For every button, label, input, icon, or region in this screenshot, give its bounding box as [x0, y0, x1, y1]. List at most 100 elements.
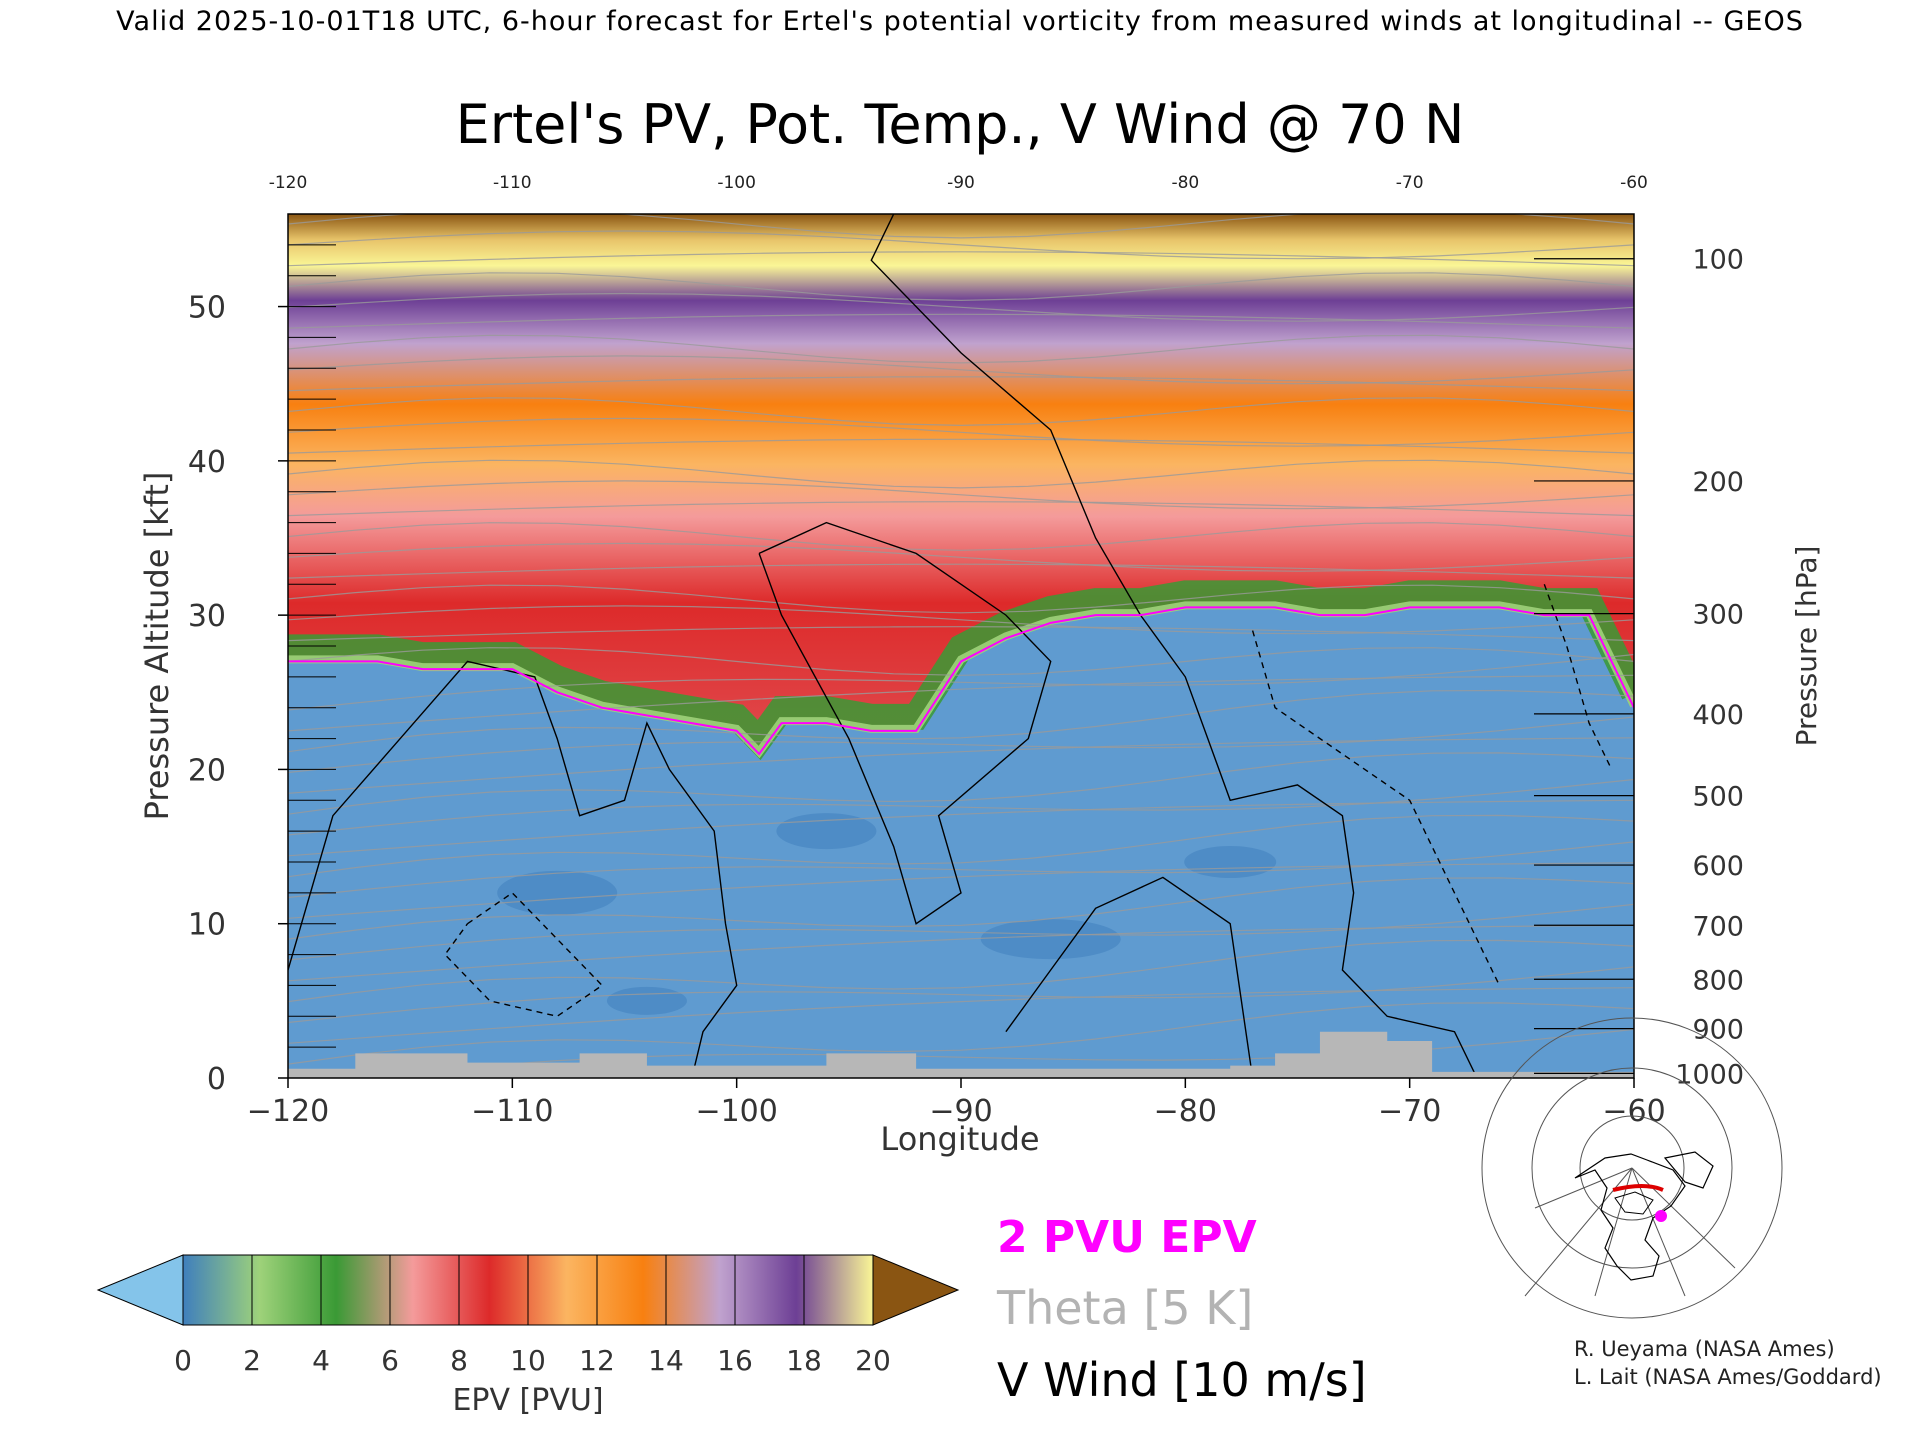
theta-contour	[288, 459, 1634, 489]
theta-contour	[288, 987, 1634, 1044]
colorbar-tick-label: 18	[786, 1344, 822, 1377]
theta-contour	[288, 716, 1634, 774]
theta-contour	[288, 251, 1634, 267]
theta-contour	[288, 939, 1634, 1003]
top-tick-label: -60	[1620, 173, 1648, 193]
theta-contour	[288, 501, 1634, 517]
troposphere-region	[288, 607, 1634, 1078]
theta-contour	[288, 438, 1634, 454]
theta-contour	[288, 737, 1634, 794]
theta-contours	[288, 214, 1634, 1078]
pv-2pvu-line	[288, 606, 1634, 756]
y-tick-label: 0	[207, 1062, 226, 1097]
axes: −120 -120 −110 -110 −100 -100 −90 -90 −80 -80 −70 -…	[188, 173, 1744, 1129]
theta-contour	[288, 230, 1634, 260]
colorbar-tick-label: 12	[579, 1344, 615, 1377]
colorbar-tick-label: 4	[312, 1344, 330, 1377]
pressure-tick-label: 900	[1692, 1015, 1744, 1046]
valid-time-line: Valid 2025-10-01T18 UTC, 6-hour forecast…	[116, 6, 1804, 37]
colorbar-tick-label: 8	[450, 1344, 468, 1377]
theta-contour	[288, 292, 1634, 322]
theta-contour	[288, 272, 1634, 302]
colorbar-under-arrow	[96, 1254, 184, 1326]
top-tick-label: -90	[947, 173, 975, 193]
vwind-contours	[288, 214, 1613, 1078]
theta-contour	[288, 334, 1634, 364]
theta-contour	[288, 814, 1634, 878]
top-tick-label: -110	[493, 173, 532, 193]
pv-light-band	[288, 601, 1634, 759]
pressure-tick-label: 300	[1692, 600, 1744, 631]
layer-legend: 2 PVU EPV Theta [5 K] V Wind [10 m/s]	[996, 1212, 1367, 1407]
theta-contour	[288, 313, 1634, 329]
x-tick-label: −70	[1378, 1094, 1441, 1129]
theta-contour	[288, 376, 1634, 392]
theta-contour	[288, 653, 1634, 711]
pv-2pvu-contour	[288, 606, 1634, 756]
plot-area	[287, 213, 1635, 1079]
vwind-contour	[1005, 876, 1254, 1078]
epv-patch	[980, 919, 1121, 960]
y-axis-label-right: Pressure [hPa]	[1790, 546, 1823, 747]
theta-contour	[288, 752, 1634, 815]
colorbar-over-arrow	[872, 1254, 960, 1326]
theta-contour	[288, 903, 1634, 961]
pressure-tick-label: 800	[1692, 965, 1744, 996]
top-tick-label: -120	[269, 173, 308, 193]
legend-vwind: V Wind [10 m/s]	[997, 1353, 1367, 1407]
theta-contour	[288, 1002, 1634, 1065]
pressure-tick-label: 100	[1692, 245, 1744, 276]
pressure-tick-label: 700	[1692, 911, 1744, 942]
theta-contour	[288, 626, 1634, 642]
epv-patch	[1184, 846, 1277, 878]
colorbar-tick-label: 20	[855, 1344, 891, 1377]
epv-patch	[497, 870, 618, 915]
x-tick-label: −110	[471, 1094, 553, 1129]
terrain-mask	[288, 1031, 1634, 1078]
colorbar-tick-label: 14	[648, 1344, 684, 1377]
theta-contour	[288, 841, 1634, 899]
x-tick-label: −90	[929, 1094, 992, 1129]
y-axis-label-left: Pressure Altitude [kft]	[138, 472, 176, 821]
theta-contour	[288, 689, 1634, 753]
vwind-contour	[288, 660, 738, 1078]
theta-contour	[288, 397, 1634, 427]
theta-contour	[288, 924, 1634, 982]
theta-contour	[288, 522, 1634, 551]
legend-pv: 2 PVU EPV	[997, 1212, 1257, 1263]
theta-contour	[288, 877, 1634, 940]
vwind-contour	[444, 891, 604, 1018]
top-tick-label: -100	[717, 173, 756, 193]
vwind-contour	[870, 214, 1478, 1078]
vwind-contour	[758, 521, 1052, 925]
theta-contour	[288, 417, 1634, 447]
y-tick-label: 30	[188, 599, 226, 634]
theta-contour	[288, 563, 1634, 579]
credit-line-1: R. Ueyama (NASA Ames)	[1574, 1337, 1835, 1361]
colorbar-tick-label: 16	[717, 1344, 753, 1377]
y-tick-label: 10	[188, 908, 226, 943]
theta-contour	[288, 647, 1634, 676]
theta-contour	[288, 674, 1634, 732]
top-tick-label: -70	[1396, 173, 1424, 193]
x-axis-label: Longitude	[880, 1120, 1039, 1158]
x-tick-label: −80	[1154, 1094, 1217, 1129]
theta-contour	[288, 480, 1634, 510]
legend-theta: Theta [5 K]	[996, 1281, 1253, 1335]
pressure-tick-label: 600	[1692, 851, 1744, 882]
colorbar-tick-label: 0	[174, 1344, 192, 1377]
pressure-tick-label: 1000	[1675, 1059, 1744, 1090]
top-tick-label: -80	[1171, 173, 1199, 193]
theta-contour	[288, 799, 1634, 857]
x-tick-label: −120	[247, 1094, 329, 1129]
y-tick-label: 50	[188, 291, 226, 326]
x-tick-label: −60	[1602, 1094, 1665, 1129]
y-tick-label: 40	[188, 445, 226, 480]
epv-colorbar: 0 2 4 6 8 10 12 14 16 18 20	[96, 1254, 960, 1377]
colorbar-label: EPV [PVU]	[452, 1383, 603, 1418]
theta-contour	[288, 355, 1634, 385]
terrain-profile	[288, 1031, 1634, 1078]
epv-patch	[606, 986, 687, 1015]
theta-contour	[288, 584, 1634, 614]
